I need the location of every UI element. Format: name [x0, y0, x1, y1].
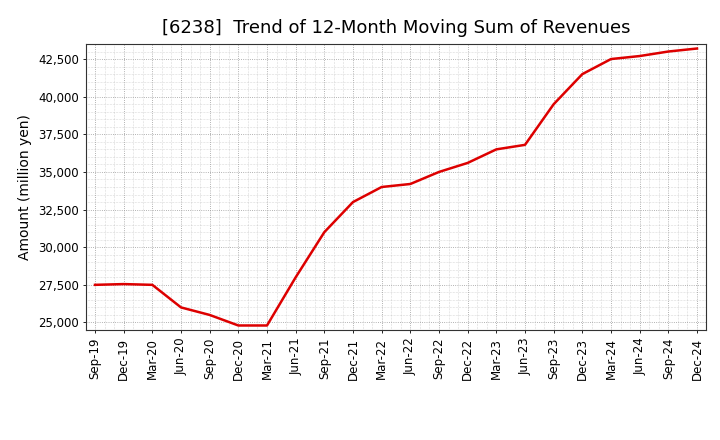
Title: [6238]  Trend of 12-Month Moving Sum of Revenues: [6238] Trend of 12-Month Moving Sum of R… [162, 19, 630, 37]
Y-axis label: Amount (million yen): Amount (million yen) [18, 114, 32, 260]
